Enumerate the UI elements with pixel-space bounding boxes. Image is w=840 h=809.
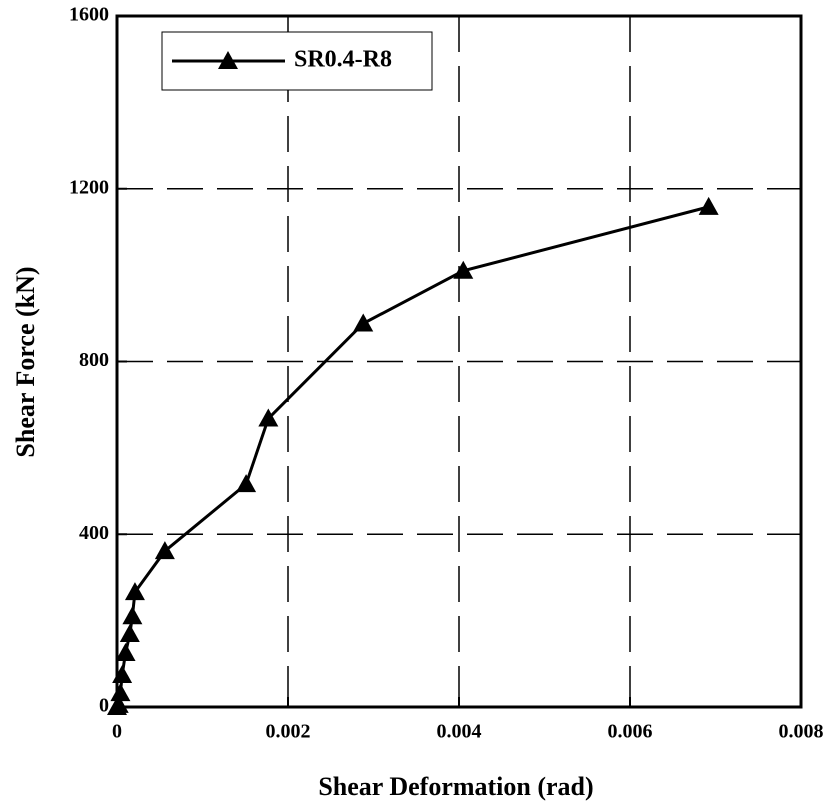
legend-label: SR0.4-R8 (294, 47, 392, 73)
x-tick-label: 0 (112, 721, 122, 743)
series-line (115, 205, 710, 708)
marker (154, 541, 175, 560)
marker (122, 606, 143, 625)
y-tick-label: 1200 (69, 176, 109, 198)
y-tick-label: 0 (99, 695, 109, 717)
marker (236, 474, 257, 493)
y-axis-title: Shear Force (kN) (11, 266, 40, 457)
legend-marker (218, 51, 238, 69)
y-tick-label: 800 (79, 349, 109, 371)
marker (119, 624, 140, 643)
x-tick-label: 0.004 (437, 721, 482, 743)
marker (115, 643, 136, 662)
y-tick-label: 400 (79, 522, 109, 544)
x-tick-label: 0.008 (779, 721, 824, 743)
marker (108, 694, 129, 713)
marker (698, 196, 719, 215)
marker (112, 665, 133, 684)
y-tick-label: 1600 (69, 4, 109, 26)
marker (110, 683, 131, 702)
x-tick-label: 0.002 (266, 721, 311, 743)
marker (258, 408, 279, 427)
x-tick-label: 0.006 (608, 721, 653, 743)
marker (124, 582, 145, 601)
x-axis-title: Shear Deformation (rad) (318, 772, 593, 801)
plot-frame (115, 14, 803, 709)
marker (453, 260, 474, 279)
marker (353, 313, 374, 332)
